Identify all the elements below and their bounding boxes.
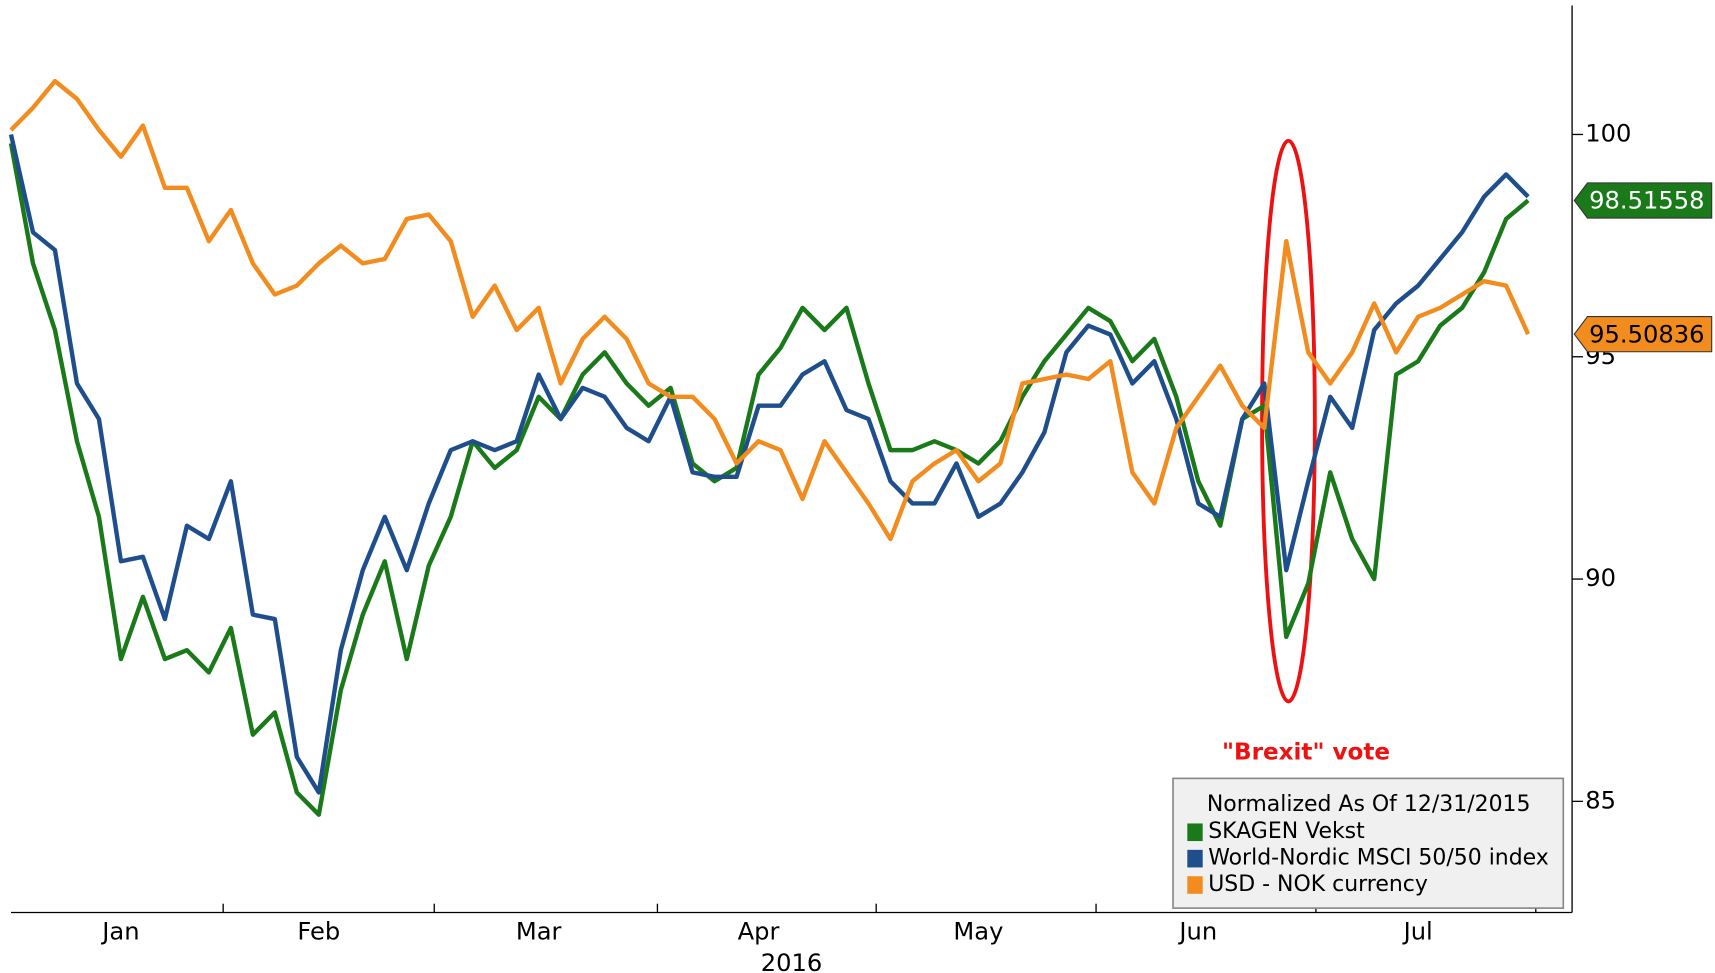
last-value-tag — [1573, 316, 1713, 353]
x-tick-label: Mar — [516, 917, 562, 945]
x-tick-label: Jul — [1402, 917, 1433, 945]
x-tick-label: Apr — [738, 917, 780, 945]
last-value-tag — [1573, 182, 1713, 219]
x-tick-label: May — [953, 917, 1003, 945]
last-value-label: 95.50836 — [1589, 320, 1704, 348]
series-line — [9, 78, 1531, 542]
x-tick-label: Jun — [1177, 917, 1217, 945]
y-tick-label: 100 — [1585, 119, 1631, 147]
x-tick-label: Jan — [100, 917, 139, 945]
series-line — [8, 133, 1530, 795]
y-tick-label: 90 — [1585, 564, 1616, 592]
last-value-label: 98.51558 — [1589, 187, 1704, 215]
x-axis-label: 2016 — [761, 949, 823, 973]
legend-swatch — [1187, 849, 1203, 868]
legend-label: World-Nordic MSCI 50/50 index — [1208, 846, 1549, 871]
annotation: "Brexit" vote — [1222, 740, 1390, 766]
brexit-highlight — [1260, 138, 1317, 704]
y-tick-label: 85 — [1585, 786, 1616, 814]
series-line — [8, 142, 1530, 817]
legend-title: Normalized As Of 12/31/2015 — [1207, 792, 1531, 817]
x-tick-label: Feb — [297, 917, 340, 945]
legend-label: SKAGEN Vekst — [1208, 819, 1365, 844]
legend-swatch — [1187, 876, 1203, 894]
legend-box — [1172, 777, 1565, 909]
legend-label: USD - NOK currency — [1208, 872, 1428, 897]
legend-swatch — [1187, 823, 1203, 842]
